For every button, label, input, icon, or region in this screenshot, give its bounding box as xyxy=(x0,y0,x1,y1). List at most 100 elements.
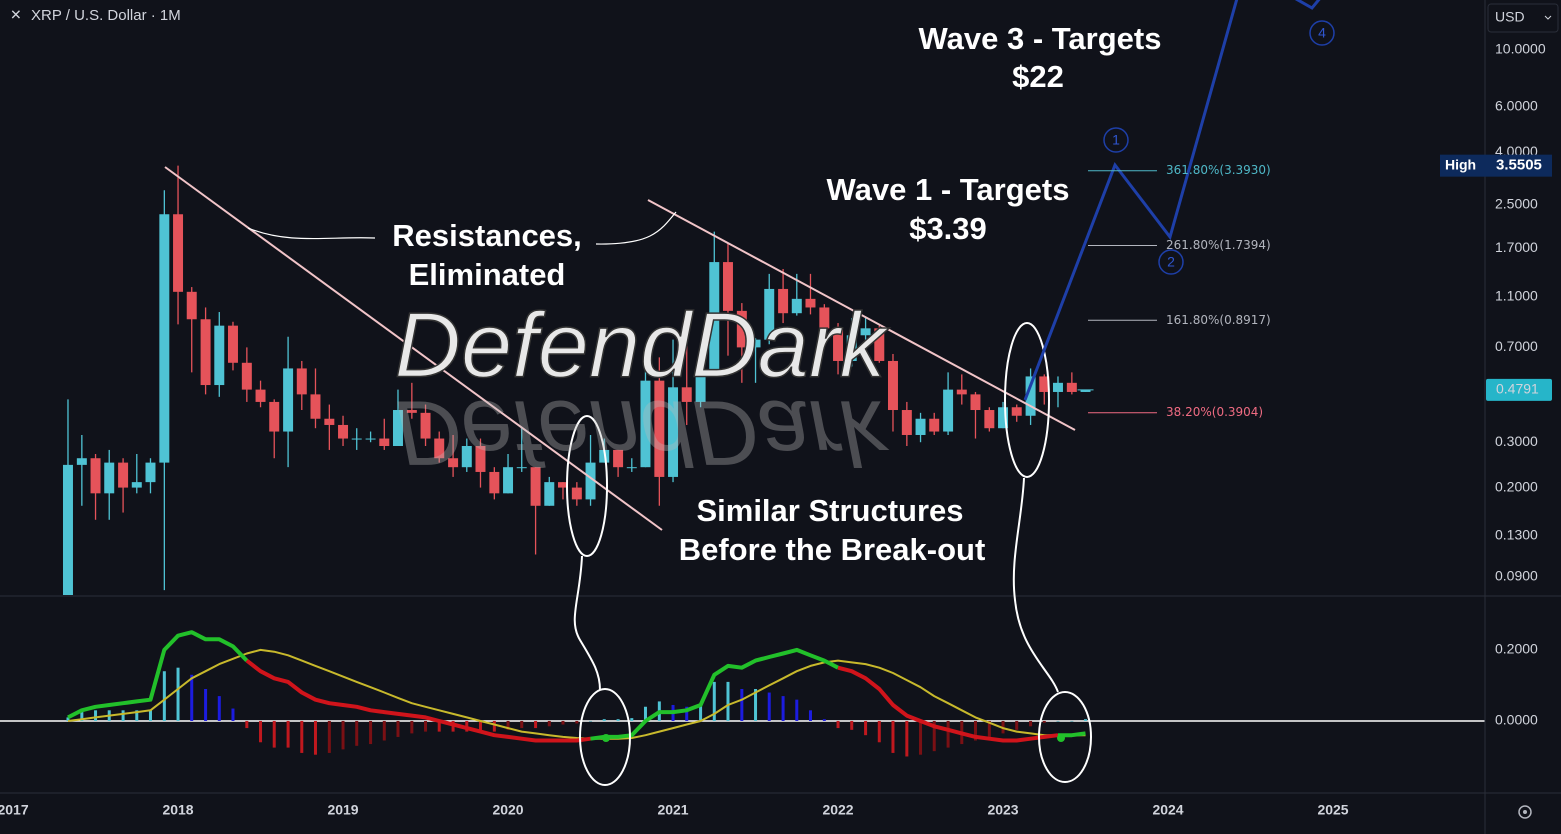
candle-body xyxy=(131,482,142,488)
histogram-bar xyxy=(369,720,373,745)
candle-body xyxy=(1052,382,1063,392)
candle-body xyxy=(819,307,830,329)
candle-body xyxy=(626,467,637,469)
histogram-bar xyxy=(643,706,647,721)
settings-icon[interactable] xyxy=(1518,805,1532,819)
currency[interactable]: USD xyxy=(1495,9,1525,25)
histogram-bar xyxy=(740,688,744,721)
settings-icon[interactable] xyxy=(1523,810,1527,814)
macd-pane xyxy=(0,630,1485,757)
histogram-bar xyxy=(602,719,606,721)
histogram-bar xyxy=(685,706,689,721)
high-box xyxy=(1440,154,1552,177)
histogram-bar xyxy=(836,720,840,729)
candle-body xyxy=(901,410,912,435)
candle-body xyxy=(296,368,307,395)
y-tick-label: 0.0000 xyxy=(1495,712,1538,728)
histogram-bar xyxy=(1056,720,1060,722)
y-tick-label: 0.0900 xyxy=(1495,568,1538,584)
wave-circle xyxy=(1158,249,1184,275)
symbol-title: XRP / U.S. Dollar · 1M xyxy=(31,7,181,24)
candle-body xyxy=(516,467,527,469)
candle-body xyxy=(970,394,981,411)
histogram-bar xyxy=(327,720,331,753)
candle-body xyxy=(200,319,211,386)
close-icon[interactable]: ✕ xyxy=(10,7,22,23)
histogram-bar xyxy=(382,720,386,741)
histogram-bar xyxy=(396,720,400,737)
x-tick-label: 2017 xyxy=(0,802,29,818)
candle-body xyxy=(406,410,417,413)
histogram-bar xyxy=(754,688,758,721)
histogram-bar xyxy=(355,720,359,746)
candle-body xyxy=(379,438,390,447)
histogram-bar xyxy=(341,720,345,750)
y-tick-label: 0.7000 xyxy=(1495,338,1538,354)
candle-body xyxy=(860,328,871,336)
histogram-bar xyxy=(437,720,441,732)
histogram-bar xyxy=(973,720,977,741)
annotation: Before the Break-out xyxy=(679,532,986,567)
candle-body xyxy=(998,407,1009,429)
x-tick-label: 2023 xyxy=(987,802,1018,818)
histogram-bar xyxy=(575,720,579,724)
histogram-bar xyxy=(478,720,482,732)
y-axis: 10.00006.00004.00002.50001.70001.10000.7… xyxy=(1440,40,1552,728)
x-tick-label: 2019 xyxy=(327,802,358,818)
histogram-bar xyxy=(1070,720,1074,722)
histogram-bar xyxy=(864,720,868,736)
histogram-bar xyxy=(822,719,826,721)
histogram-bar xyxy=(905,720,909,757)
candle-body xyxy=(145,462,156,483)
histogram-bar xyxy=(259,720,263,743)
fib-label: 38.20%(0.3904) xyxy=(1166,405,1263,419)
histogram-bar xyxy=(162,671,166,721)
histogram-bar xyxy=(877,720,881,743)
candle-body xyxy=(846,335,857,361)
histogram-bar xyxy=(932,720,936,752)
currency-select[interactable] xyxy=(1487,3,1559,33)
y-tick-label: 10.0000 xyxy=(1495,40,1546,56)
histogram-bar xyxy=(561,720,565,725)
highlight-ellipse xyxy=(1038,691,1092,783)
cross-dot xyxy=(602,734,610,742)
histogram-bar xyxy=(245,720,249,729)
highlight-ellipse xyxy=(1004,322,1050,478)
histogram-bar xyxy=(795,699,799,721)
watermark-reflection: DefendDark xyxy=(395,382,890,484)
macd-line xyxy=(837,665,1059,743)
histogram-bar xyxy=(850,720,854,730)
macd-line xyxy=(67,630,249,720)
candle-body xyxy=(227,325,238,363)
candle-body xyxy=(159,214,170,463)
candle-body xyxy=(434,438,445,459)
histogram-bar xyxy=(891,720,895,753)
candle-body xyxy=(475,446,486,472)
last-price-label: 0.4791 xyxy=(1496,381,1539,397)
annotation: Wave 3 - Targets xyxy=(919,21,1162,56)
candle-body xyxy=(1011,407,1022,416)
candle-body xyxy=(984,410,995,429)
histogram-bar xyxy=(547,720,551,727)
candle-body xyxy=(640,380,651,468)
candle-body xyxy=(956,389,967,395)
histogram-bar xyxy=(616,719,620,721)
histogram-bar xyxy=(300,720,304,753)
candle-body xyxy=(365,438,376,440)
histogram-bar xyxy=(204,688,208,721)
histogram-bar xyxy=(767,692,771,721)
candle-body xyxy=(887,360,898,411)
x-tick-label: 2021 xyxy=(657,802,688,818)
histogram-bar xyxy=(1029,720,1033,727)
high-title: High xyxy=(1445,156,1476,172)
histogram-bar xyxy=(176,667,180,721)
candle-body xyxy=(420,412,431,439)
histogram-bar xyxy=(630,718,634,721)
y-tick-label: 0.1300 xyxy=(1495,527,1538,543)
histogram-bar xyxy=(781,696,785,721)
histogram-bar xyxy=(534,720,538,729)
y-tick-label: 6.0000 xyxy=(1495,98,1538,114)
dropdown-arrow[interactable] xyxy=(1544,15,1552,20)
candle-body xyxy=(791,298,802,314)
